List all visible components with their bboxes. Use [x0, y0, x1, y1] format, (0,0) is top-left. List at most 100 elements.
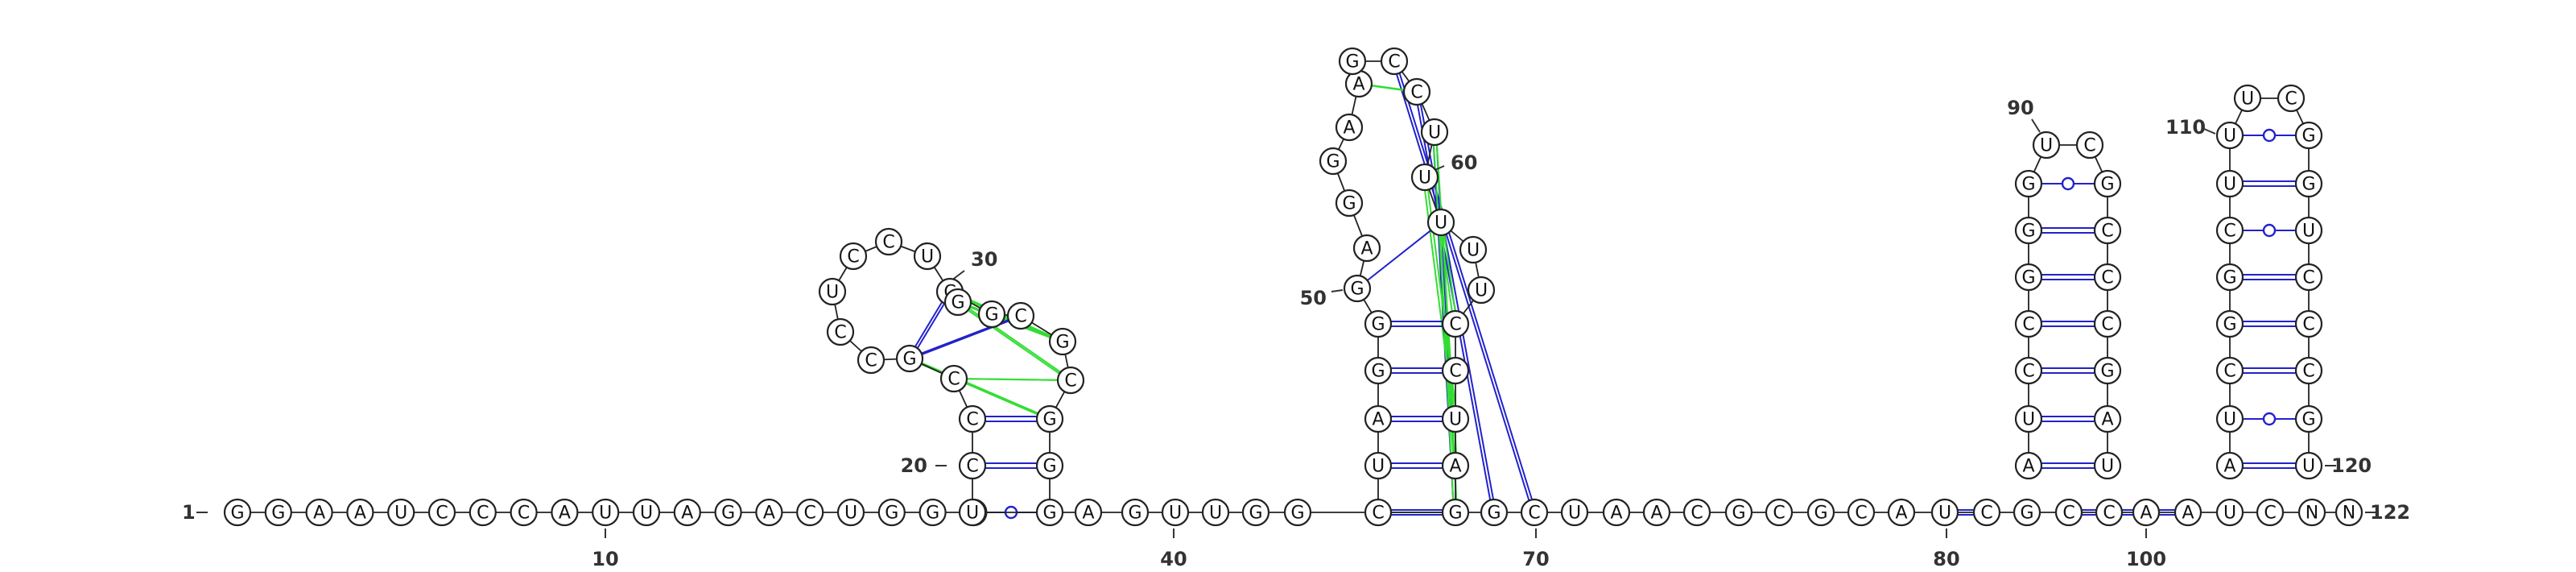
nucleotide-letter: U: [2223, 410, 2236, 430]
nucleotide-circle: [2013, 498, 2041, 527]
nucleotide-circle: [1410, 163, 1439, 192]
nucleotide-C: C: [2093, 263, 2122, 292]
nucleotide-circle: [2075, 131, 2104, 160]
nucleotide-letter: C: [2022, 362, 2034, 382]
wobble-pair-marker: [2262, 223, 2277, 238]
nucleotide-circle: [1441, 404, 1470, 433]
nucleotide-circle: [2014, 263, 2043, 292]
nucleotide-circle: [2294, 121, 2323, 150]
nucleotide-circle: [826, 317, 855, 346]
nucleotide-C: C: [2294, 356, 2323, 385]
position-label-50: 50: [1300, 287, 1327, 309]
nucleotide-letter: G: [902, 350, 916, 370]
nucleotide-letter: C: [2062, 504, 2074, 524]
nucleotide-circle: [2215, 309, 2244, 338]
nucleotide-circle: [1121, 498, 1150, 527]
nucleotide-circle: [1338, 47, 1367, 76]
nucleotide-letter: U: [1169, 504, 1182, 524]
nucleotide-C: C: [2215, 356, 2244, 385]
nucleotide-C: C: [2054, 498, 2083, 527]
nucleotide-G: G: [977, 300, 1006, 329]
nucleotide-circle: [913, 242, 942, 271]
nucleotide-circle: [714, 498, 742, 527]
nucleotide-G: G: [1283, 498, 1312, 527]
nucleotide-circle: [1048, 327, 1077, 356]
nucleotides: GGAAUCCCAUUAGACUGGGUGAGUUGGCGGCUAACGCGCA…: [223, 47, 2363, 527]
nucleotide-circle: [1426, 208, 1455, 237]
nucleotide-circle: [2294, 451, 2323, 480]
nucleotide-circle: [632, 498, 661, 527]
nucleotide-letter: C: [2103, 504, 2115, 524]
nucleotide-letter: G: [1042, 410, 1056, 430]
nucleotide-C: C: [2294, 309, 2323, 338]
nucleotide-letter: C: [1528, 504, 1540, 524]
nucleotide-C: C: [1441, 356, 1470, 385]
nucleotide-G: G: [2215, 263, 2244, 292]
position-label-70: 70: [1522, 548, 1549, 570]
nucleotide-letter: C: [966, 457, 978, 477]
nucleotide-circle: [2277, 84, 2306, 113]
nucleotide-circle: [1765, 498, 1794, 527]
nucleotide-letter: A: [1082, 504, 1094, 524]
nucleotide-letter: A: [1895, 504, 1907, 524]
nucleotide-letter: C: [2264, 504, 2276, 524]
nucleotide-C: C: [469, 498, 497, 527]
nucleotide-G: G: [943, 288, 972, 317]
nucleotide-U: U: [836, 498, 865, 527]
nucleotide-circle: [427, 498, 456, 527]
nucleotide-letter: C: [2101, 268, 2113, 288]
nucleotide-circle: [977, 300, 1006, 329]
nucleotide-circle: [958, 404, 987, 433]
nucleotide-letter: C: [2302, 268, 2314, 288]
nucleotide-circle: [1380, 47, 1409, 76]
nucleotide-circle: [1006, 301, 1035, 330]
nucleotide-circle: [2054, 498, 2083, 527]
long-range-pair-line: [1418, 91, 1496, 513]
nucleotide-letter: U: [1467, 241, 1480, 261]
nucleotide-circle: [2093, 404, 2122, 433]
nucleotide-circle: [2093, 451, 2122, 480]
nucleotide-circle: [2014, 404, 2043, 433]
nucleotide-C: C: [1765, 498, 1794, 527]
nucleotide-C: C: [857, 346, 886, 375]
nucleotide-letter: G: [271, 504, 285, 524]
nucleotide-G: G: [1035, 498, 1064, 527]
nucleotide-letter: A: [1449, 457, 1461, 477]
nucleotide-circle: [673, 498, 701, 527]
nucleotide-G: G: [264, 498, 292, 527]
long-range-pair-line: [1356, 222, 1442, 289]
nucleotide-circle: [1283, 498, 1312, 527]
nucleotide-A: A: [2215, 451, 2244, 480]
nucleotide-letter: G: [1371, 315, 1385, 335]
nucleotide-circle: [818, 277, 847, 306]
nucleotide-circle: [2215, 498, 2244, 527]
position-label-80: 80: [1933, 548, 1959, 570]
nucleotide-letter: G: [1732, 504, 1745, 524]
nucleotide-letter: C: [1690, 504, 1703, 524]
nucleotide-circle: [1319, 147, 1348, 176]
nucleotide-C: C: [2256, 498, 2285, 527]
nucleotide-circle: [387, 498, 415, 527]
nucleotide-letter: C: [436, 504, 448, 524]
position-tick: [1331, 289, 1344, 292]
nucleotide-circle: [1402, 77, 1431, 106]
nucleotide-letter: A: [681, 504, 693, 524]
nucleotide-letter: C: [847, 247, 859, 267]
nucleotide-circle: [2294, 263, 2323, 292]
nucleotide-C: C: [1056, 366, 1085, 395]
nucleotide-circle: [2093, 169, 2122, 198]
position-label-30: 30: [971, 248, 997, 271]
nucleotide-G: G: [1035, 404, 1064, 433]
nucleotide-letter: A: [2022, 457, 2034, 477]
nucleotide-letter: U: [1475, 281, 1488, 301]
nucleotide-circle: [1364, 498, 1393, 527]
nucleotide-U: U: [1560, 498, 1589, 527]
nucleotide-circle: [1420, 118, 1449, 147]
nucleotide-U: U: [1441, 404, 1470, 433]
nucleotide-letter: N: [2343, 504, 2355, 524]
nucleotide-circle: [1724, 498, 1753, 527]
nucleotide-letter: C: [1449, 315, 1461, 335]
nucleotide-U: U: [2215, 498, 2244, 527]
nucleotide-circle: [1806, 498, 1835, 527]
nucleotide-circle: [1056, 366, 1085, 395]
